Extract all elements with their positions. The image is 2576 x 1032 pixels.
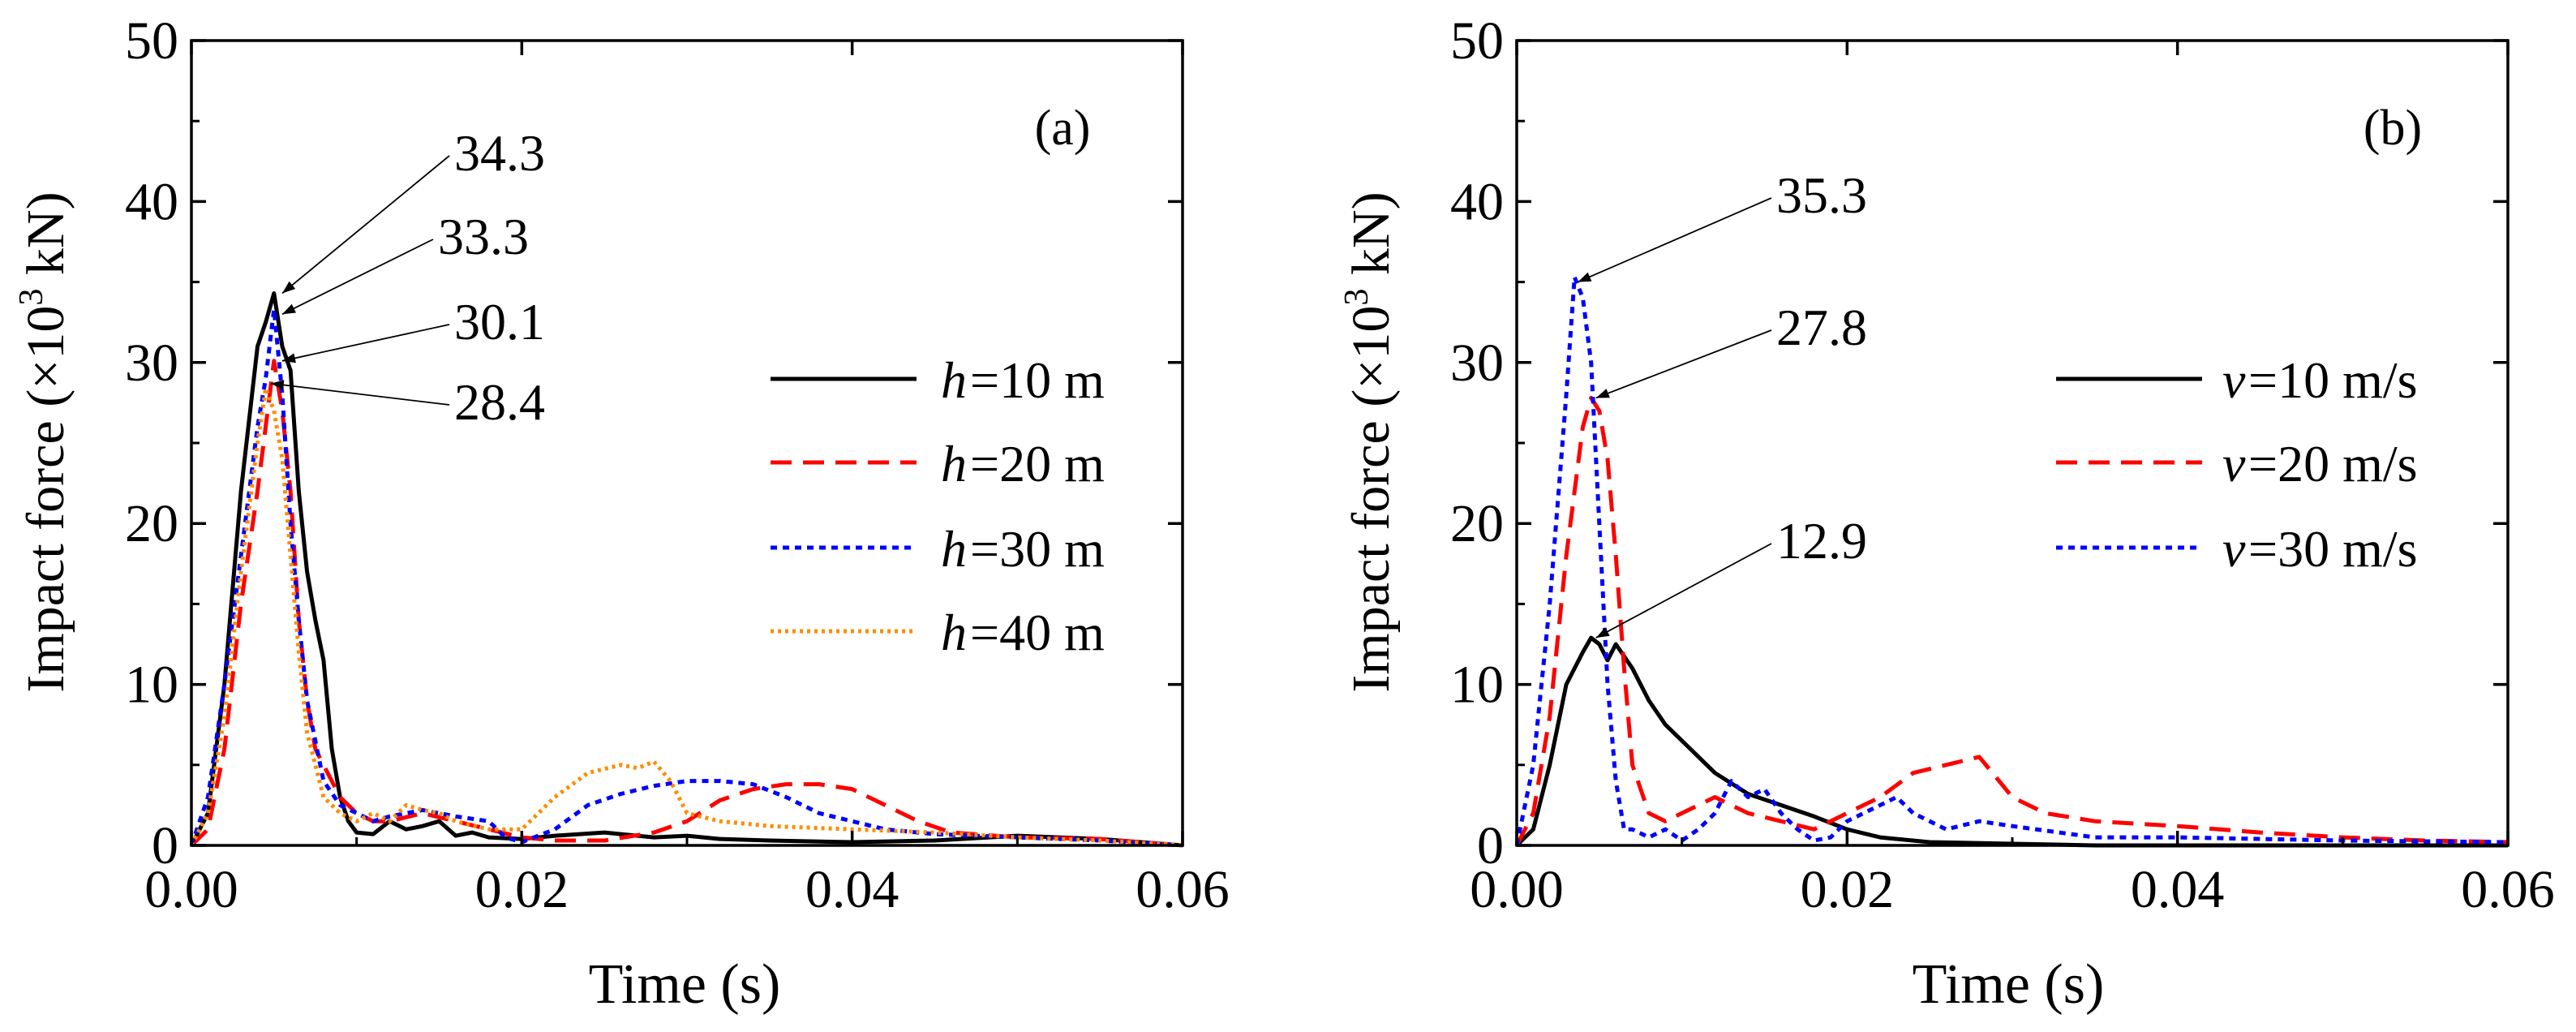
x-tick-label: 0.00 <box>1470 860 1564 919</box>
x-tick-label: 0.04 <box>805 860 899 919</box>
x-axis-title-b: Time (s) <box>1913 953 2105 1016</box>
annotation-label: 27.8 <box>1776 299 1867 356</box>
y-axis-title-a: Impact force (×103 kN) <box>13 191 75 692</box>
legend-item: v =10 m/s <box>2056 351 2418 409</box>
y-axis-title-b-sup: 3 <box>1338 289 1376 306</box>
series-line-30-m <box>189 307 1183 848</box>
y-axis-title-b: Impact force (×103 kN) <box>1338 191 1401 692</box>
annotation-leader <box>281 155 450 295</box>
annotation-arrowhead <box>1578 272 1592 282</box>
legend-item: h =20 m <box>771 435 1105 492</box>
legend-item: h =40 m <box>771 604 1105 661</box>
y-tick-label: 30 <box>125 333 178 393</box>
y-tick-label: 50 <box>125 11 178 71</box>
annotation-label: 30.1 <box>454 293 545 350</box>
series-group-a <box>189 291 1183 848</box>
annotation-arrowhead <box>282 281 296 294</box>
legend-label-var: v <box>2222 520 2246 578</box>
x-tick-label: 0.06 <box>1136 860 1230 919</box>
y-axis-title-b-suffix: kN) <box>1342 191 1401 288</box>
x-tick-label: 0.06 <box>2461 860 2555 919</box>
y-axis-title-a-suffix: kN) <box>16 191 75 288</box>
y-tick-label: 10 <box>125 656 178 715</box>
annotation-label: 34.3 <box>454 124 545 182</box>
series-line-10-m-s <box>1515 635 2508 848</box>
legend-label-rest: =20 m <box>970 435 1105 492</box>
legend-label-var: v <box>2222 351 2246 409</box>
legend-label-var: h <box>941 520 967 578</box>
annotation-arrowhead <box>1595 389 1610 398</box>
legend-item: h =10 m <box>771 351 1105 409</box>
legend-label-rest: =10 m <box>970 351 1105 409</box>
legend-a: h =10 m h =20 m h =30 m h =40 m <box>771 351 1105 661</box>
annotation-arrowhead <box>270 380 285 390</box>
series-line-20-m <box>190 359 1183 848</box>
ticks-group-a: 0.00 0.02 0.04 0.06 0 10 20 30 40 50 <box>125 11 1230 919</box>
y-tick-label: 10 <box>1450 656 1504 715</box>
legend-label-var: v <box>2222 435 2246 492</box>
legend-label-var: h <box>941 351 967 409</box>
x-tick-label: 0.02 <box>1801 860 1895 919</box>
y-tick-label: 40 <box>1450 172 1504 231</box>
y-axis-title-a-sup: 3 <box>13 289 50 306</box>
annotation-label: 12.9 <box>1776 512 1867 570</box>
y-tick-label: 0 <box>1477 816 1504 875</box>
plot-frame-b <box>1515 39 2509 847</box>
x-tick-label: 0.04 <box>2131 860 2225 919</box>
annotation-leader <box>1577 197 1772 283</box>
annotation-arrowhead <box>282 353 296 363</box>
ticks-group-b: 0.00 0.02 0.04 0.06 0 10 20 30 40 50 <box>1450 11 2555 919</box>
annotation-label: 35.3 <box>1776 166 1867 224</box>
x-tick-label: 0.00 <box>144 860 238 919</box>
panel-label-b: (b) <box>2363 101 2422 156</box>
series-line-40-m <box>189 386 1183 848</box>
legend-item: v =30 m/s <box>2056 520 2418 578</box>
x-axis-title-a: Time (s) <box>589 953 781 1016</box>
series-line-30-m-s <box>1514 275 2509 846</box>
y-tick-label: 20 <box>1450 494 1504 553</box>
legend-label-rest: =30 m <box>970 520 1105 578</box>
legend-label-rest: =30 m/s <box>2248 520 2418 578</box>
y-axis-title-a-prefix: Impact force (×10 <box>16 306 75 693</box>
annotation-label: 28.4 <box>454 373 545 431</box>
annotation-leader <box>1595 543 1772 639</box>
annotation-arrowhead <box>282 303 297 315</box>
annotation-leader <box>1595 329 1772 399</box>
annotation-leader <box>270 382 450 406</box>
annotation-leader <box>281 239 434 316</box>
legend-label-rest: =20 m/s <box>2248 435 2418 492</box>
legend-b: v =10 m/s v =20 m/s v =30 m/s <box>2056 351 2418 578</box>
y-axis-title-b-prefix: Impact force (×10 <box>1342 306 1401 693</box>
plot-frame-a <box>190 39 1184 847</box>
annotations-group-a: 34.3 33.3 30.1 28.4 <box>270 124 545 431</box>
panel-a: 34.333.330.128.4 0.00 0.02 0.04 0.060102030… <box>13 11 1230 1016</box>
annotation-arrowhead <box>1595 627 1610 639</box>
y-tick-label: 40 <box>125 172 178 231</box>
legend-item: h =30 m <box>771 520 1105 578</box>
y-tick-label: 30 <box>1450 333 1504 393</box>
x-tick-label: 0.02 <box>475 860 569 919</box>
legend-label-rest: =40 m <box>970 604 1105 661</box>
annotations-group-b: 35.3 27.8 12.9 <box>1577 166 1867 639</box>
legend-label-var: h <box>941 604 967 661</box>
legend-label-var: h <box>941 435 967 492</box>
annotation-label: 33.3 <box>438 208 529 265</box>
y-tick-label: 0 <box>152 816 178 875</box>
annotation-leader <box>281 324 450 362</box>
y-tick-label: 20 <box>125 494 178 553</box>
y-tick-label: 50 <box>1450 11 1504 71</box>
panel-b: 35.3 27.8 12.9 0.00 0.02 0.04 0.06 0 10 20 30 40 50… <box>1338 11 2555 1016</box>
legend-item: v =20 m/s <box>2056 435 2418 492</box>
legend-label-rest: =10 m/s <box>2248 351 2418 409</box>
panel-label-a: (a) <box>1035 101 1091 156</box>
